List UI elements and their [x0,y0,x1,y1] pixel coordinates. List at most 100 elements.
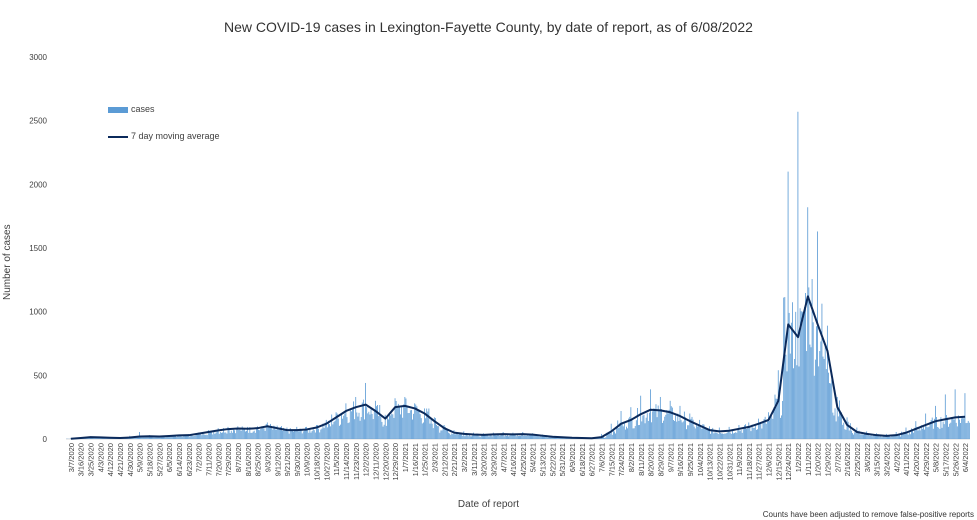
case-bar [500,434,502,439]
case-bar [397,403,399,439]
case-bar [472,435,473,439]
case-bar [180,435,182,439]
case-bar [735,432,737,439]
case-bar [712,427,714,439]
case-bar [915,421,917,439]
case-bar [891,436,893,439]
case-bar [255,428,257,439]
case-bar [603,437,604,439]
case-bar [415,404,417,439]
case-bar [228,429,230,439]
case-bar [430,418,432,439]
case-bar [748,422,750,439]
case-bar [502,432,504,439]
case-bar [285,428,287,439]
case-bar [443,424,445,439]
case-bar [477,433,479,439]
case-bar [765,423,767,439]
case-bar [809,344,811,439]
x-tick-label: 8/7/2020 [234,443,243,472]
case-bar [505,435,507,439]
x-tick-label: 4/30/2020 [126,443,135,476]
case-bar [549,437,551,439]
case-bar [429,423,431,439]
case-bar [644,423,646,439]
case-bar [281,426,282,439]
case-bar [183,435,185,439]
case-bar [961,418,963,439]
x-tick-label: 6/27/2021 [588,443,597,476]
case-bar [935,405,936,439]
case-bar [849,423,851,439]
case-bar [372,419,374,439]
case-bar [487,434,489,439]
case-bar [652,411,654,439]
case-bar [693,426,695,439]
case-bar [272,429,274,439]
case-bar [857,433,859,439]
case-bar [396,407,398,439]
case-bar [263,428,265,439]
x-tick-label: 12/15/2021 [774,443,783,481]
case-bar [456,432,458,439]
x-tick-label: 4/11/2022 [902,443,911,476]
case-bar [926,426,928,439]
case-bar [452,434,454,439]
case-bar [386,417,388,439]
case-bar [419,414,421,439]
case-bar [627,428,628,439]
case-bar [751,424,753,439]
case-bar [761,428,763,439]
case-bar [614,431,615,439]
x-tick-label: 6/18/2021 [578,443,587,476]
case-bar [623,421,625,439]
case-bar [838,400,840,439]
case-bar [657,405,659,439]
case-bar [709,426,710,439]
case-bar [542,434,543,439]
x-tick-label: 3/2/2021 [460,443,469,472]
case-bar [513,434,515,439]
case-bar [682,421,684,439]
x-tick-label: 8/29/2021 [656,443,665,476]
x-tick-label: 3/24/2022 [882,443,891,476]
case-bar [899,435,900,439]
x-axis-label: Date of report [457,499,520,510]
case-bar [819,351,821,439]
case-bar [676,421,678,439]
case-bar [651,422,653,439]
case-bar [178,434,180,439]
case-bar [508,436,509,439]
case-bar [192,436,194,439]
case-bar [911,428,912,439]
case-bar [70,438,72,439]
case-bar [259,430,261,439]
case-bar [653,408,655,439]
case-bar [156,436,158,439]
case-bar [226,433,228,439]
case-bar [697,426,698,439]
case-bar [404,396,406,439]
case-bar [918,427,920,439]
case-bar [370,409,372,439]
case-bar [847,421,849,439]
footnote: Counts have been adjusted to remove fals… [762,510,974,519]
case-bar [861,434,863,439]
case-bar [545,436,547,439]
case-bar [389,414,390,439]
case-bar [914,427,916,439]
case-bar [491,436,493,439]
case-bar [417,410,419,439]
case-bar [645,417,647,439]
y-tick-label: 2500 [29,117,47,126]
case-bar [538,436,540,439]
case-bar [189,436,191,439]
case-bar [853,434,854,439]
case-bar [802,313,804,439]
x-tick-label: 4/21/2020 [116,443,125,476]
case-bar [216,431,218,439]
case-bar [727,431,729,439]
case-bar [963,418,965,439]
x-tick-label: 8/11/2021 [637,443,646,476]
case-bar [665,414,667,439]
